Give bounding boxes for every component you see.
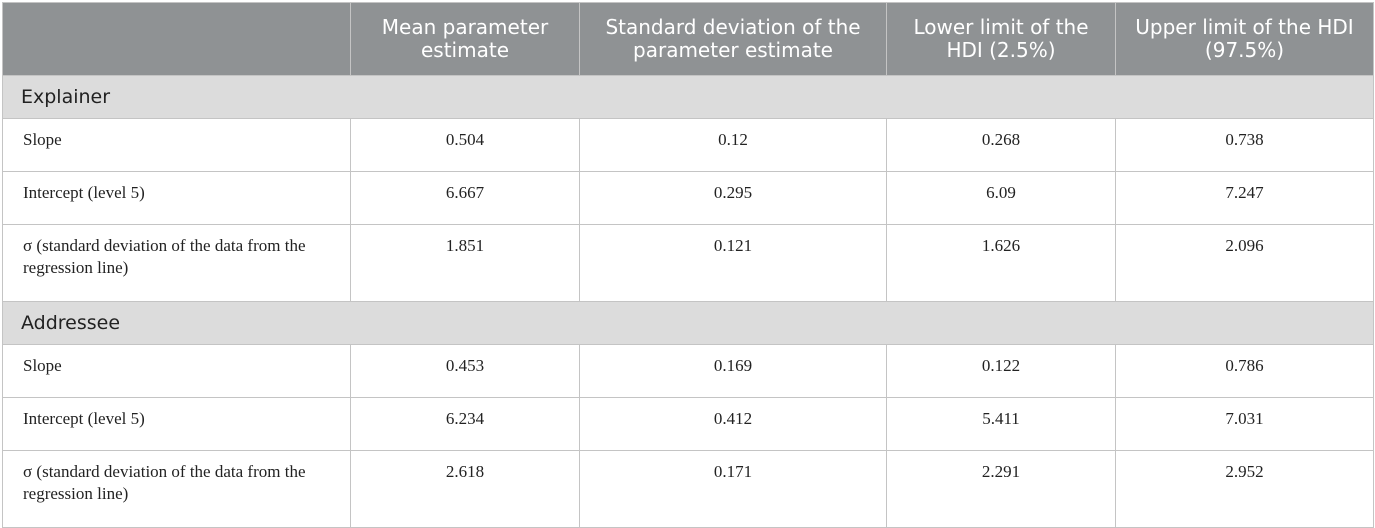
cell-mean: 0.504: [350, 118, 580, 172]
cell-hdi-upper: 7.031: [1115, 397, 1374, 451]
header-mean-estimate: Mean parameter estimate: [350, 2, 580, 76]
table-row: Slope 0.453 0.169 0.122 0.786: [2, 344, 1374, 398]
header-sd-estimate: Standard deviation of the parameter esti…: [579, 2, 887, 76]
cell-hdi-lower: 0.122: [886, 344, 1116, 398]
table-row: Intercept (level 5) 6.234 0.412 5.411 7.…: [2, 397, 1374, 451]
cell-mean: 1.851: [350, 224, 580, 302]
cell-mean: 2.618: [350, 450, 580, 528]
header-hdi-upper: Upper limit of the HDI (97.5%): [1115, 2, 1374, 76]
cell-hdi-upper: 7.247: [1115, 171, 1374, 225]
section-title: Explainer: [2, 75, 1374, 119]
cell-sd: 0.169: [579, 344, 887, 398]
cell-sd: 0.295: [579, 171, 887, 225]
table-row: σ (standard deviation of the data from t…: [2, 450, 1374, 528]
cell-hdi-lower: 2.291: [886, 450, 1116, 528]
section-title: Addressee: [2, 301, 1374, 345]
row-label: Intercept (level 5): [2, 397, 351, 451]
cell-mean: 0.453: [350, 344, 580, 398]
header-empty-cell: [2, 2, 351, 76]
section-row-addressee: Addressee: [2, 301, 1374, 345]
header-row: Mean parameter estimate Standard deviati…: [2, 2, 1374, 76]
cell-hdi-upper: 2.952: [1115, 450, 1374, 528]
table-row: Slope 0.504 0.12 0.268 0.738: [2, 118, 1374, 172]
cell-hdi-upper: 0.786: [1115, 344, 1374, 398]
cell-sd: 0.171: [579, 450, 887, 528]
row-label: Slope: [2, 344, 351, 398]
cell-hdi-upper: 0.738: [1115, 118, 1374, 172]
cell-sd: 0.121: [579, 224, 887, 302]
row-label: Slope: [2, 118, 351, 172]
table-header: Mean parameter estimate Standard deviati…: [2, 2, 1374, 76]
cell-hdi-upper: 2.096: [1115, 224, 1374, 302]
row-label: Intercept (level 5): [2, 171, 351, 225]
table-row: σ (standard deviation of the data from t…: [2, 224, 1374, 302]
cell-mean: 6.234: [350, 397, 580, 451]
cell-hdi-lower: 5.411: [886, 397, 1116, 451]
row-label: σ (standard deviation of the data from t…: [2, 450, 351, 528]
cell-hdi-lower: 6.09: [886, 171, 1116, 225]
table-body: Explainer Slope 0.504 0.12 0.268 0.738 I…: [2, 75, 1374, 528]
cell-hdi-lower: 1.626: [886, 224, 1116, 302]
table-row: Intercept (level 5) 6.667 0.295 6.09 7.2…: [2, 171, 1374, 225]
cell-hdi-lower: 0.268: [886, 118, 1116, 172]
cell-sd: 0.12: [579, 118, 887, 172]
cell-sd: 0.412: [579, 397, 887, 451]
cell-mean: 6.667: [350, 171, 580, 225]
header-hdi-lower: Lower limit of the HDI (2.5%): [886, 2, 1116, 76]
section-row-explainer: Explainer: [2, 75, 1374, 119]
row-label: σ (standard deviation of the data from t…: [2, 224, 351, 302]
